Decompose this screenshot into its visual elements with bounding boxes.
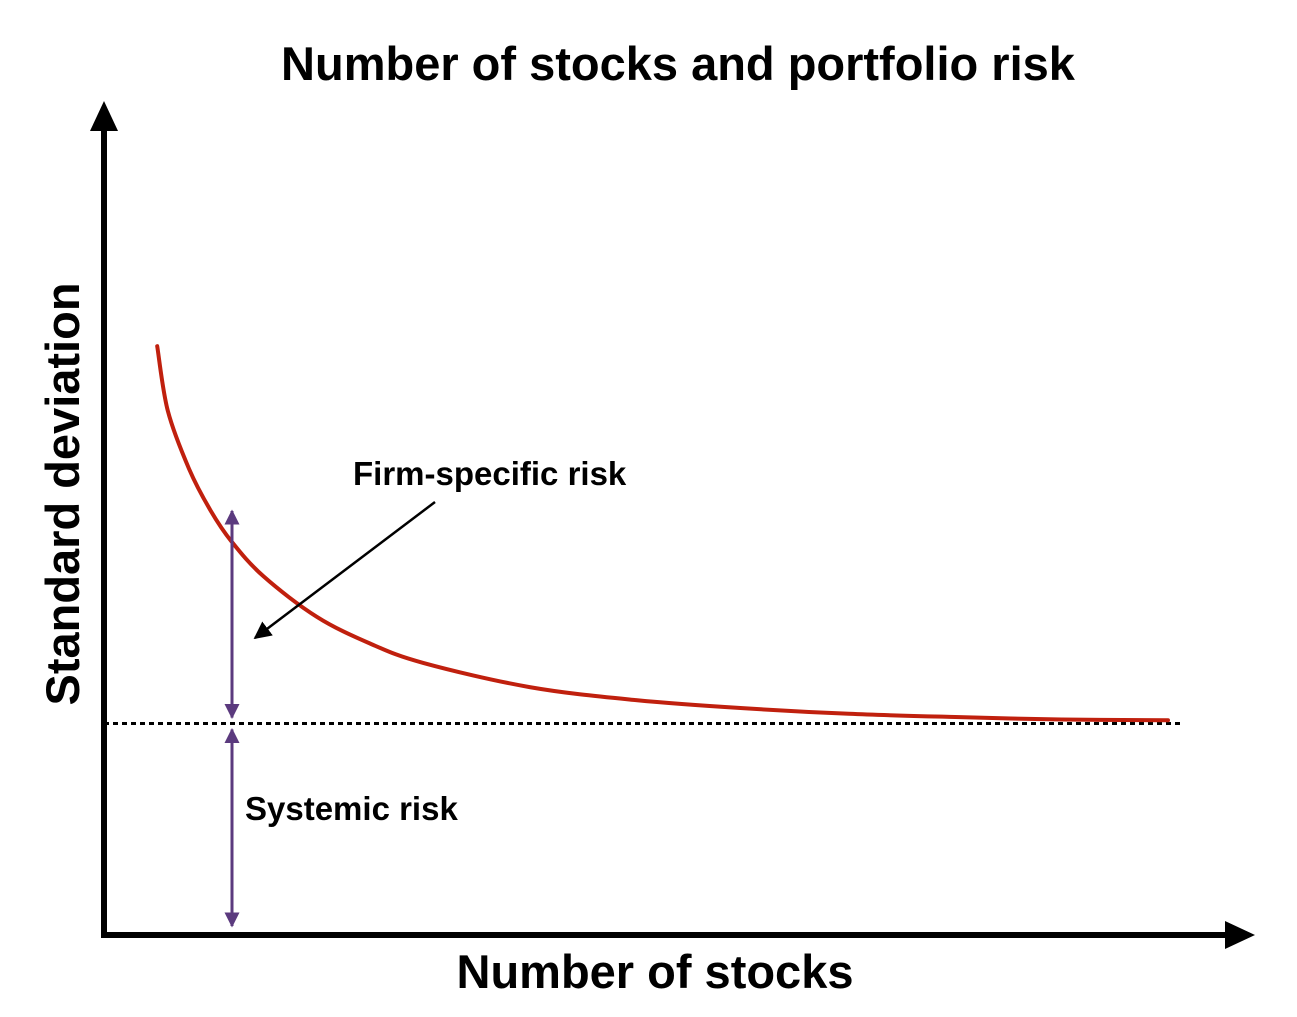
systemic-risk-label: Systemic risk <box>245 790 458 827</box>
y-axis-arrowhead <box>90 101 118 131</box>
y-axis-label: Standard deviation <box>36 282 89 705</box>
firm-specific-risk-pointer-arrow <box>253 501 436 640</box>
chart-title: Number of stocks and portfolio risk <box>281 37 1076 90</box>
x-axis-arrowhead <box>1225 921 1255 949</box>
risk-curve-series-line <box>155 344 1170 723</box>
x-axis-label: Number of stocks <box>457 945 854 998</box>
firm-specific-risk-label: Firm-specific risk <box>353 455 627 492</box>
